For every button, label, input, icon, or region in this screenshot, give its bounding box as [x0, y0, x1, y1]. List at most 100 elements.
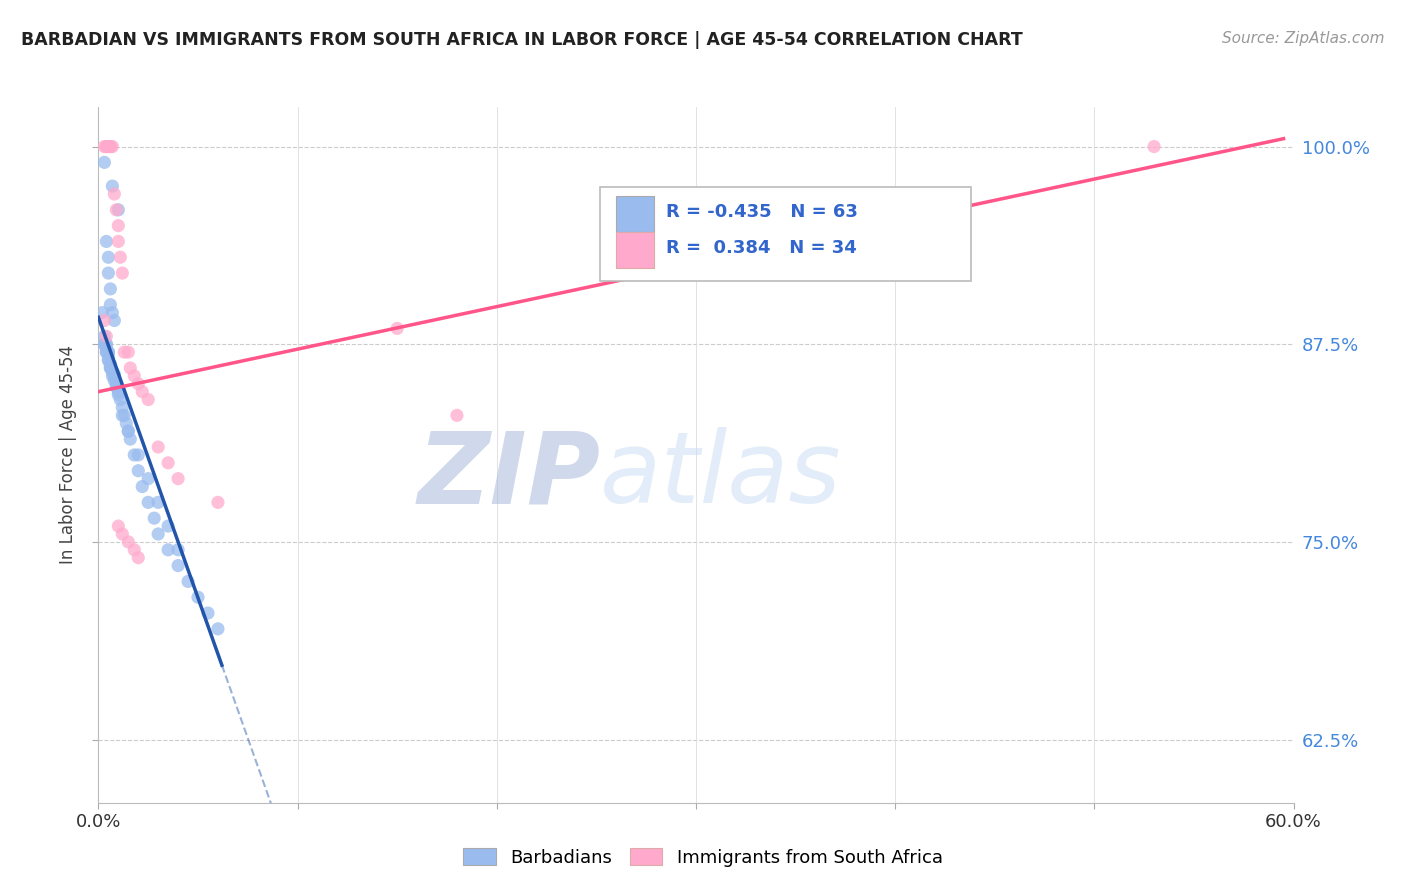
FancyBboxPatch shape: [616, 196, 654, 232]
Point: [100, 360, 122, 375]
Point: [96, 337, 118, 351]
Point: [97, 348, 120, 362]
Point: [105, 376, 128, 391]
Point: [103, 368, 125, 382]
Point: [97, 353, 120, 368]
Point: [100, 360, 122, 375]
Point: [115, 417, 138, 431]
Point: [100, 358, 122, 372]
Point: [100, 282, 122, 296]
Text: ZIP: ZIP: [418, 427, 600, 524]
Point: [101, 139, 124, 153]
Point: [93, 155, 115, 169]
Text: atlas: atlas: [600, 427, 842, 524]
Point: [177, 574, 200, 589]
Text: BARBADIAN VS IMMIGRANTS FROM SOUTH AFRICA IN LABOR FORCE | AGE 45-54 CORRELATION: BARBADIAN VS IMMIGRANTS FROM SOUTH AFRIC…: [21, 31, 1022, 49]
Point: [120, 360, 142, 375]
Point: [107, 519, 129, 533]
Point: [97, 345, 120, 359]
Text: R =  0.384   N = 34: R = 0.384 N = 34: [666, 239, 856, 257]
Point: [107, 384, 129, 399]
Point: [187, 591, 209, 605]
Point: [107, 202, 129, 217]
Point: [124, 368, 146, 383]
Point: [103, 313, 125, 327]
Point: [112, 409, 135, 423]
Legend: Barbadians, Immigrants from South Africa: Barbadians, Immigrants from South Africa: [456, 841, 950, 874]
Point: [1143, 139, 1166, 153]
Point: [93, 337, 115, 351]
Point: [157, 542, 180, 557]
Point: [101, 305, 124, 319]
Point: [107, 388, 129, 402]
Point: [446, 409, 468, 423]
Point: [97, 139, 120, 153]
Point: [96, 139, 118, 153]
Point: [105, 380, 128, 394]
Point: [111, 401, 134, 415]
Point: [105, 202, 128, 217]
Point: [103, 374, 125, 388]
Point: [167, 472, 190, 486]
Point: [97, 345, 120, 359]
Point: [117, 424, 139, 438]
Point: [103, 186, 125, 201]
Point: [93, 313, 115, 327]
Point: [131, 479, 153, 493]
Point: [136, 472, 159, 486]
Point: [97, 353, 120, 368]
Point: [97, 250, 120, 264]
Point: [93, 139, 115, 153]
Point: [96, 337, 118, 351]
Point: [157, 456, 180, 470]
Y-axis label: In Labor Force | Age 45-54: In Labor Force | Age 45-54: [59, 345, 77, 565]
Point: [110, 392, 132, 407]
Point: [167, 558, 190, 573]
Point: [148, 527, 170, 541]
Point: [100, 298, 122, 312]
Point: [120, 432, 142, 446]
Point: [107, 219, 129, 233]
Point: [117, 345, 139, 359]
Point: [100, 139, 122, 153]
Point: [107, 235, 129, 249]
Point: [101, 179, 124, 194]
Point: [117, 534, 139, 549]
Point: [117, 424, 139, 438]
Point: [167, 542, 190, 557]
Point: [136, 392, 159, 407]
Point: [91, 305, 114, 319]
Point: [207, 622, 229, 636]
Point: [127, 448, 149, 462]
Text: R = -0.435   N = 63: R = -0.435 N = 63: [666, 203, 858, 221]
Point: [111, 527, 134, 541]
Point: [385, 321, 409, 335]
Point: [112, 345, 135, 359]
Point: [157, 519, 180, 533]
Point: [100, 358, 122, 372]
FancyBboxPatch shape: [616, 232, 654, 268]
Point: [101, 364, 124, 378]
Point: [96, 342, 118, 356]
Point: [93, 337, 115, 351]
Point: [148, 495, 170, 509]
Point: [111, 409, 134, 423]
Text: Source: ZipAtlas.com: Source: ZipAtlas.com: [1222, 31, 1385, 46]
Point: [96, 139, 118, 153]
Point: [101, 364, 124, 378]
Point: [207, 495, 229, 509]
Point: [124, 542, 146, 557]
Point: [110, 250, 132, 264]
Point: [96, 235, 118, 249]
Point: [93, 329, 115, 343]
Point: [96, 345, 118, 359]
Point: [111, 266, 134, 280]
Point: [96, 329, 118, 343]
Point: [124, 448, 146, 462]
Point: [127, 464, 149, 478]
Point: [103, 370, 125, 384]
Point: [97, 266, 120, 280]
Point: [101, 368, 124, 383]
Point: [96, 345, 118, 359]
Point: [197, 606, 219, 620]
